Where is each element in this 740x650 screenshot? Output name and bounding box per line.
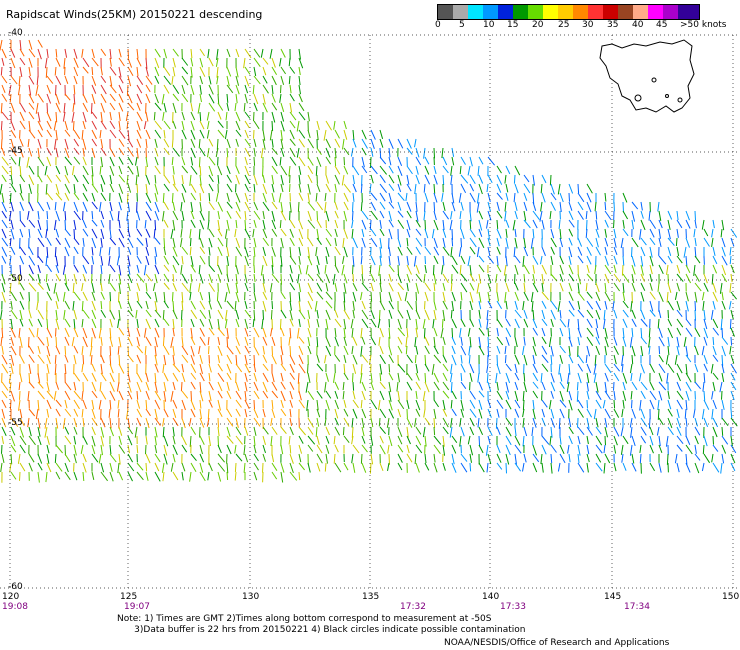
scale-label: 0 — [435, 20, 441, 30]
footnote-line: Note: 1) Times are GMT 2)Times along bot… — [117, 614, 492, 624]
lon-label: 150 — [722, 592, 740, 602]
scale-swatch — [558, 5, 573, 19]
lon-label: 120 — [2, 592, 20, 602]
scale-swatch — [648, 5, 663, 19]
color-scale-labels: 0 5 10 15 20 25 30 35 40 45 >50 knots — [435, 20, 727, 34]
lat-label: -50 — [8, 274, 23, 284]
scale-label: 45 — [656, 20, 668, 30]
scale-label: >50 knots — [680, 20, 727, 30]
footnote-line: 3)Data buffer is 22 hrs from 20150221 4)… — [117, 625, 526, 635]
scale-label: 35 — [607, 20, 619, 30]
scale-label: 15 — [507, 20, 519, 30]
scale-swatch — [633, 5, 648, 19]
lon-label: 130 — [242, 592, 260, 602]
scale-label: 30 — [582, 20, 594, 30]
lon-label: 140 — [482, 592, 500, 602]
wind-speed-legend: 0 5 10 15 20 25 30 35 40 45 >50 knots — [435, 4, 727, 36]
lat-label: -40 — [8, 28, 23, 38]
wind-barbs-layer — [0, 39, 738, 483]
scale-swatch — [453, 5, 468, 19]
scale-swatch — [468, 5, 483, 19]
lon-label: 145 — [604, 592, 622, 602]
scale-swatch — [513, 5, 528, 19]
scale-swatch — [603, 5, 618, 19]
lat-label: -55 — [8, 418, 23, 428]
footnote: Note: 1) Times are GMT 2)Times along bot… — [117, 614, 526, 636]
lat-lon-grid — [0, 34, 740, 589]
scale-swatch — [573, 5, 588, 19]
lat-label: -60 — [8, 582, 23, 592]
scale-swatch — [498, 5, 513, 19]
pass-time: 17:32 — [400, 602, 426, 612]
scale-swatch — [678, 5, 699, 19]
lat-label: -45 — [8, 146, 23, 156]
scale-swatch — [618, 5, 633, 19]
scale-swatch — [663, 5, 678, 19]
credit-line: NOAA/NESDIS/Office of Research and Appli… — [444, 638, 670, 648]
tasmania-coastline — [599, 39, 695, 113]
color-scale-bar — [437, 4, 700, 20]
scale-swatch — [483, 5, 498, 19]
map-title: Rapidscat Winds(25KM) 20150221 descendin… — [6, 8, 263, 21]
scale-swatch — [438, 5, 453, 19]
pass-time: 17:33 — [500, 602, 526, 612]
lon-label: 125 — [120, 592, 138, 602]
scale-label: 10 — [483, 20, 495, 30]
pass-time: 19:08 — [2, 602, 28, 612]
scale-label: 20 — [532, 20, 544, 30]
scale-label: 25 — [558, 20, 570, 30]
scale-swatch — [543, 5, 558, 19]
scale-label: 40 — [632, 20, 644, 30]
scale-swatch — [588, 5, 603, 19]
pass-time: 17:34 — [624, 602, 650, 612]
scale-label: 5 — [459, 20, 465, 30]
pass-time: 19:07 — [124, 602, 150, 612]
scale-swatch — [528, 5, 543, 19]
lon-label: 135 — [362, 592, 380, 602]
